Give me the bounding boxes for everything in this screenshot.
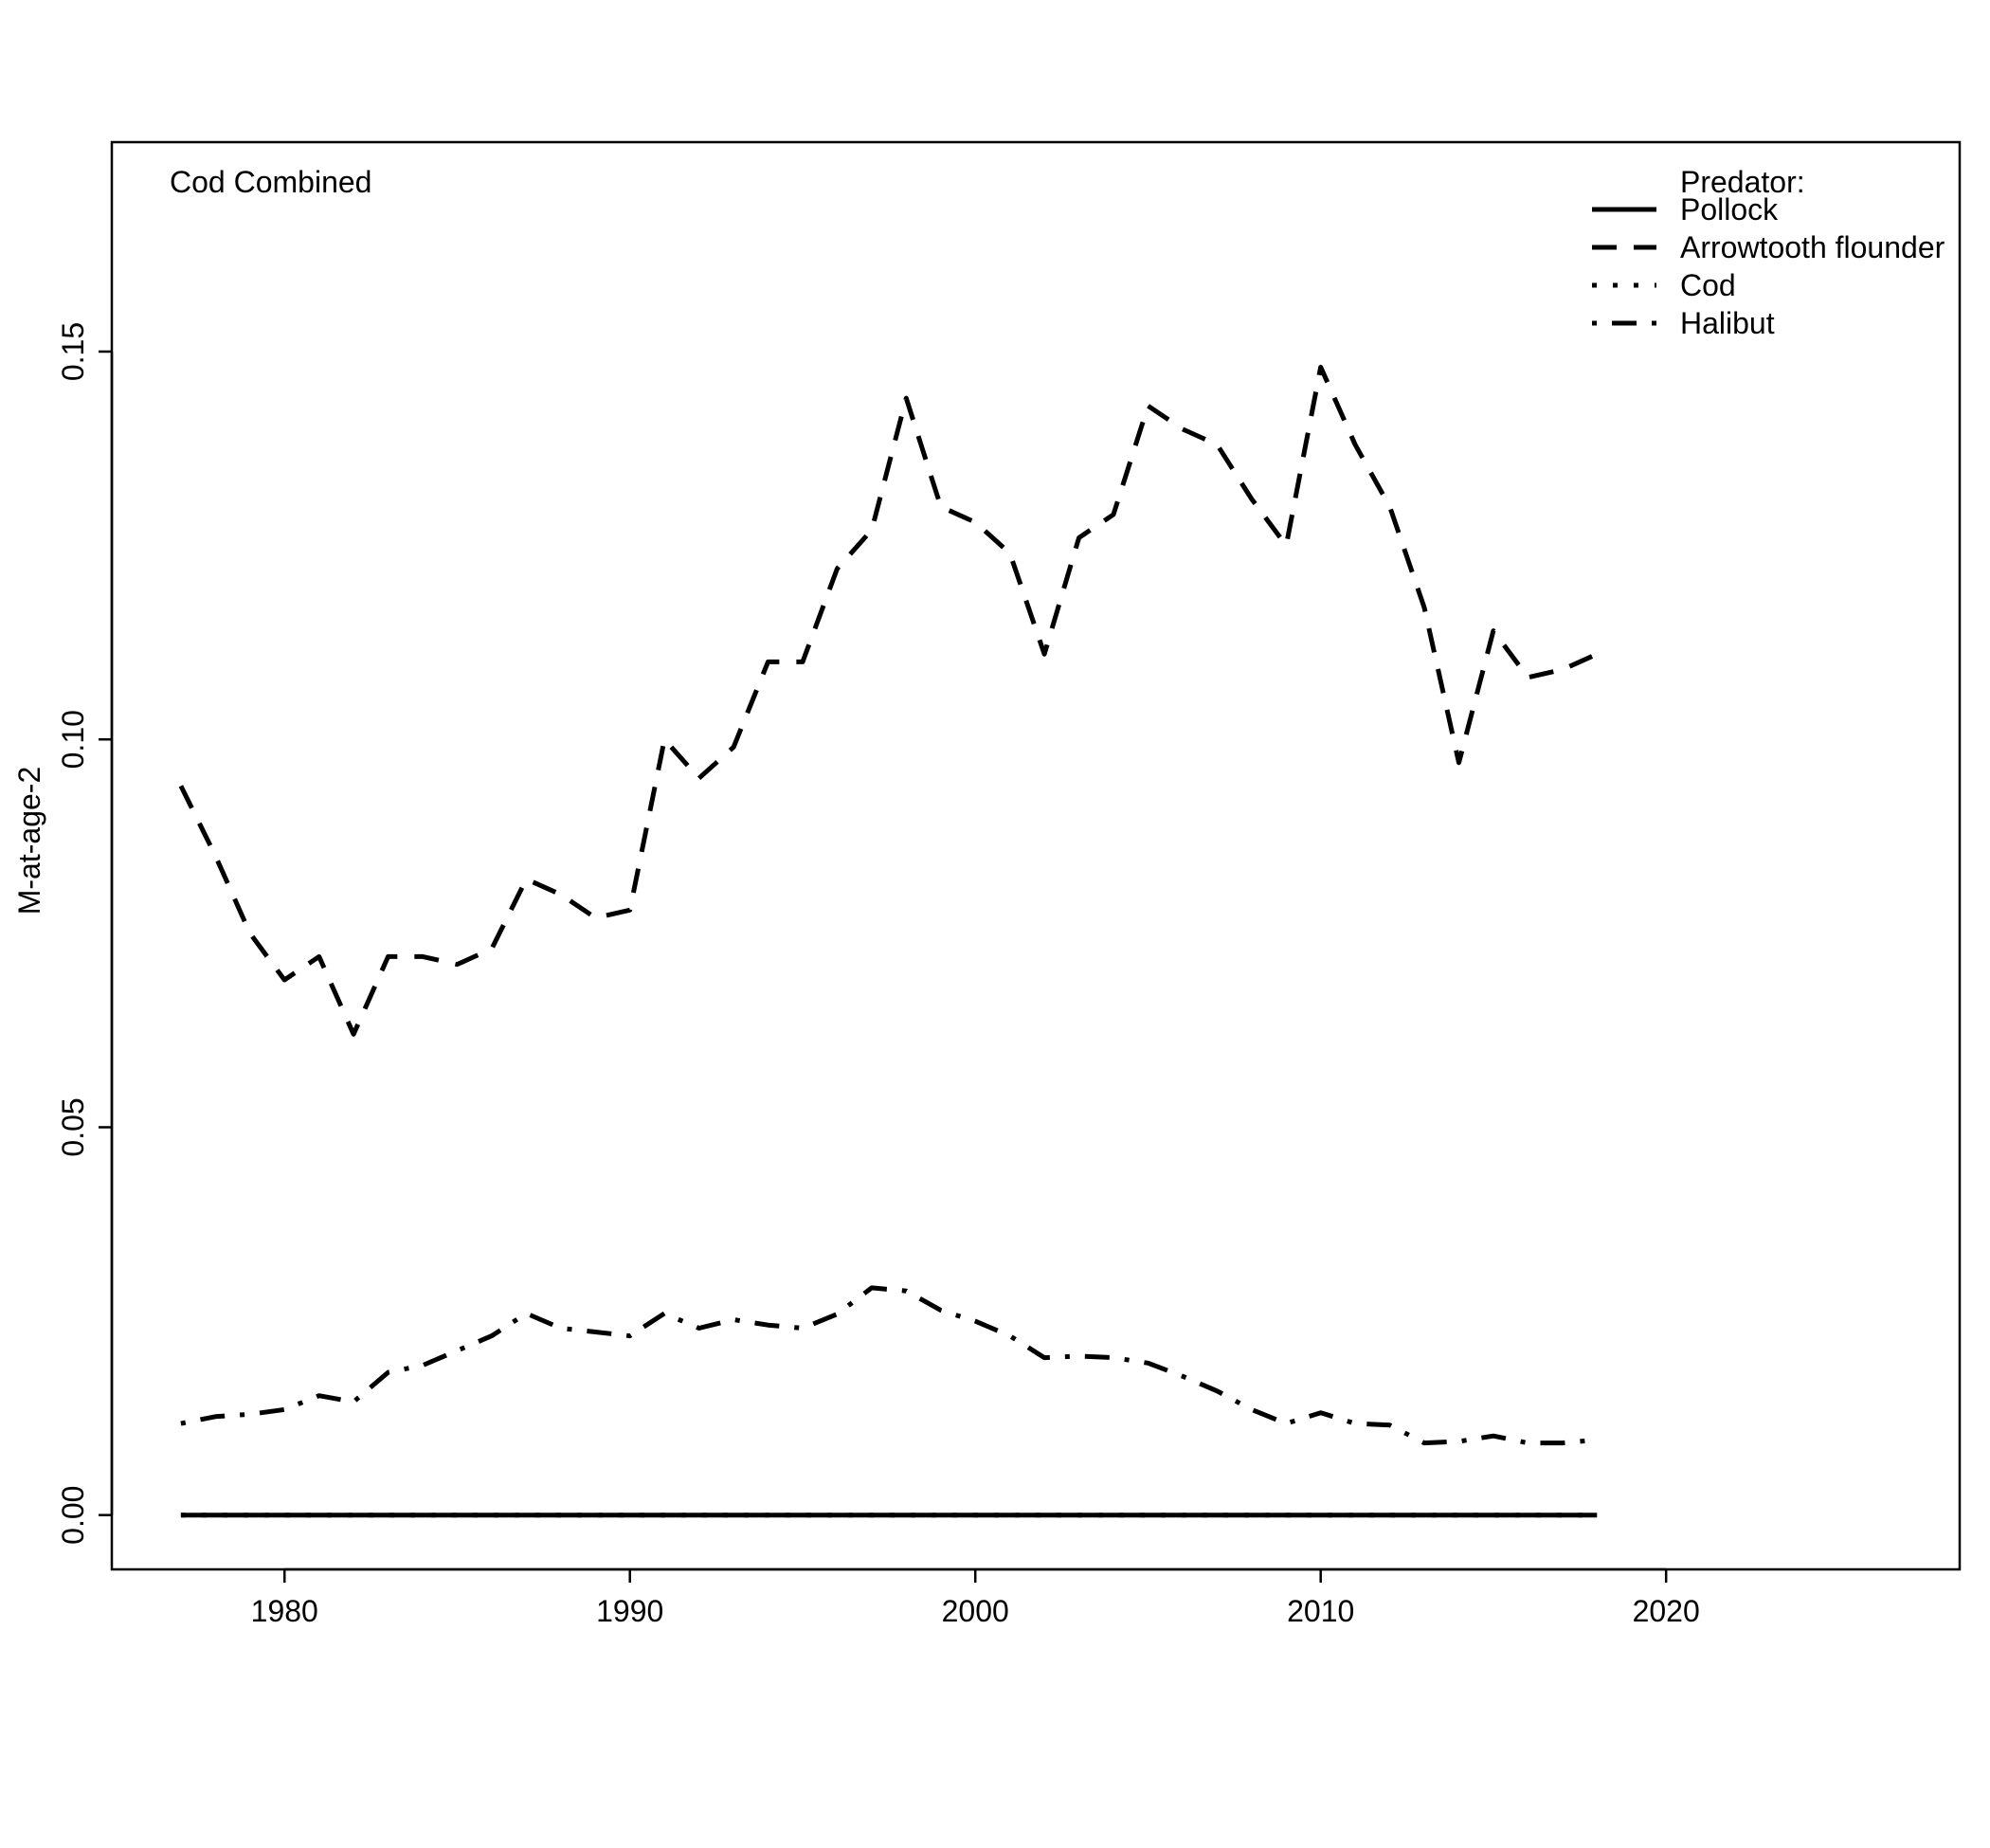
- y-tick-label: 0.10: [56, 710, 90, 769]
- series-layer: [178, 364, 1599, 1518]
- y-tick-label: 0.15: [56, 322, 90, 381]
- y-tick-label: 0.00: [56, 1486, 90, 1545]
- legend-label: Cod: [1680, 268, 1736, 302]
- x-axis: 1980 1990 2000 2010 2020: [251, 1567, 1700, 1628]
- series-line-arrowtooth-flounder: [178, 364, 1599, 1037]
- y-tick-label: 0.05: [56, 1097, 90, 1156]
- x-tick-label: 1990: [596, 1594, 663, 1628]
- legend-label: Halibut: [1680, 306, 1775, 340]
- y-axis: 0.00 0.05 0.10 0.15: [56, 322, 114, 1545]
- legend-label: Pollock: [1680, 192, 1779, 226]
- legend-title: Predator:: [1680, 165, 1805, 199]
- chart-title: Cod Combined: [170, 165, 371, 199]
- legend: Predator: Pollock Arrowtooth flounder Cod H…: [1592, 165, 1945, 340]
- y-axis-title: M-at-age-2: [12, 767, 46, 915]
- x-tick-label: 2010: [1287, 1594, 1354, 1628]
- legend-label: Arrowtooth flounder: [1680, 230, 1945, 264]
- x-tick-label: 2000: [942, 1594, 1009, 1628]
- x-tick-label: 2020: [1633, 1594, 1700, 1628]
- x-tick-label: 1980: [251, 1594, 318, 1628]
